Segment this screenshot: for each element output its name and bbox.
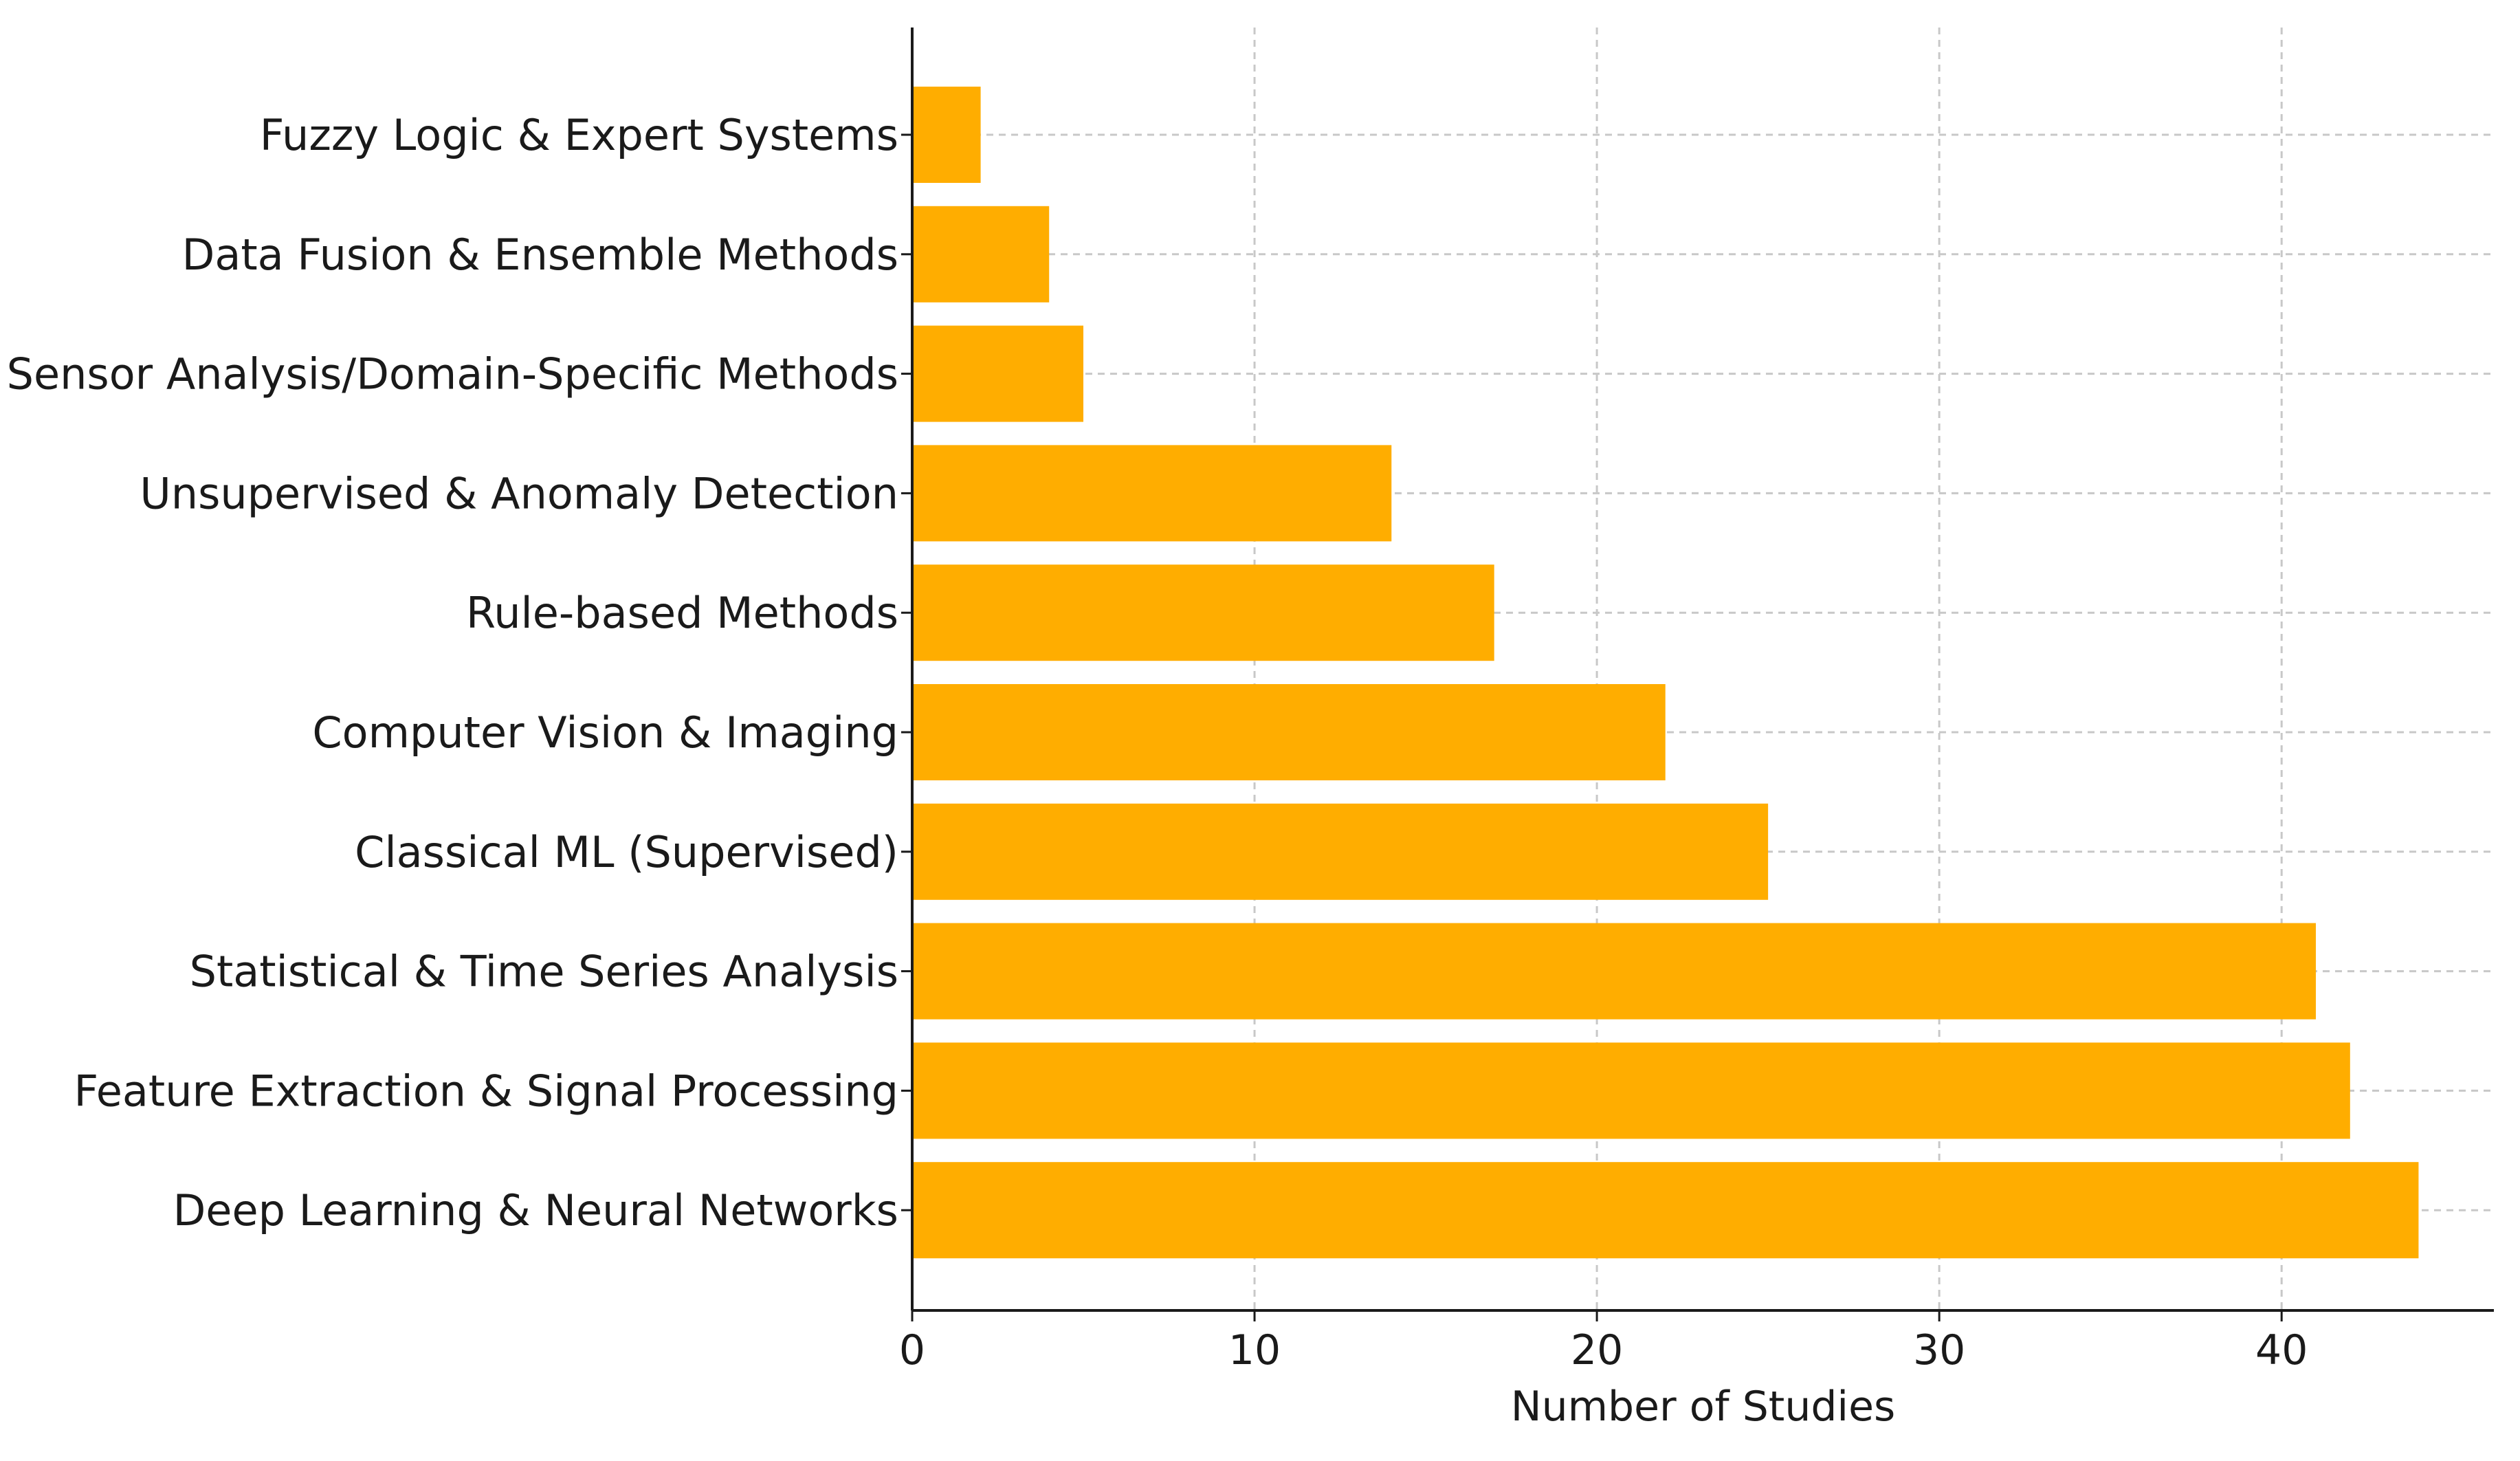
category-label-9: Deep Learning & Neural Networks — [173, 1185, 898, 1235]
axes — [911, 28, 2494, 1312]
category-label-0: Fuzzy Logic & Expert Systems — [260, 110, 898, 160]
category-label-2: Sensor Analysis/Domain-Specific Methods — [7, 349, 898, 399]
bar-4 — [912, 564, 1494, 661]
bar-2 — [912, 325, 1084, 422]
x-tick-label-3: 30 — [1913, 1326, 1965, 1374]
bar-0 — [912, 87, 981, 183]
category-label-3: Unsupervised & Anomaly Detection — [140, 468, 898, 518]
bar-8 — [912, 1042, 2350, 1139]
bar-3 — [912, 445, 1392, 542]
bar-6 — [912, 803, 1769, 900]
x-tick-label-4: 40 — [2255, 1326, 2308, 1374]
category-label-6: Classical ML (Supervised) — [355, 827, 898, 877]
x-tick-label-2: 20 — [1571, 1326, 1623, 1374]
x-tick-labels: 0 10 20 30 40 — [899, 1310, 2308, 1374]
bars — [912, 87, 2419, 1259]
bar-9 — [912, 1162, 2419, 1259]
x-axis-title: Number of Studies — [1511, 1383, 1896, 1431]
category-label-4: Rule-based Methods — [466, 588, 898, 638]
category-label-8: Feature Extraction & Signal Processing — [74, 1066, 899, 1116]
category-label-1: Data Fusion & Ensemble Methods — [182, 230, 898, 280]
x-tick-label-1: 10 — [1228, 1326, 1281, 1374]
category-label-7: Statistical & Time Series Analysis — [190, 947, 898, 997]
x-tick-label-0: 0 — [899, 1326, 925, 1374]
bar-5 — [912, 684, 1666, 780]
bar-1 — [912, 206, 1050, 303]
category-labels: Fuzzy Logic & Expert Systems Data Fusion … — [7, 110, 912, 1235]
bar-7 — [912, 923, 2317, 1020]
category-label-5: Computer Vision & Imaging — [312, 707, 898, 758]
